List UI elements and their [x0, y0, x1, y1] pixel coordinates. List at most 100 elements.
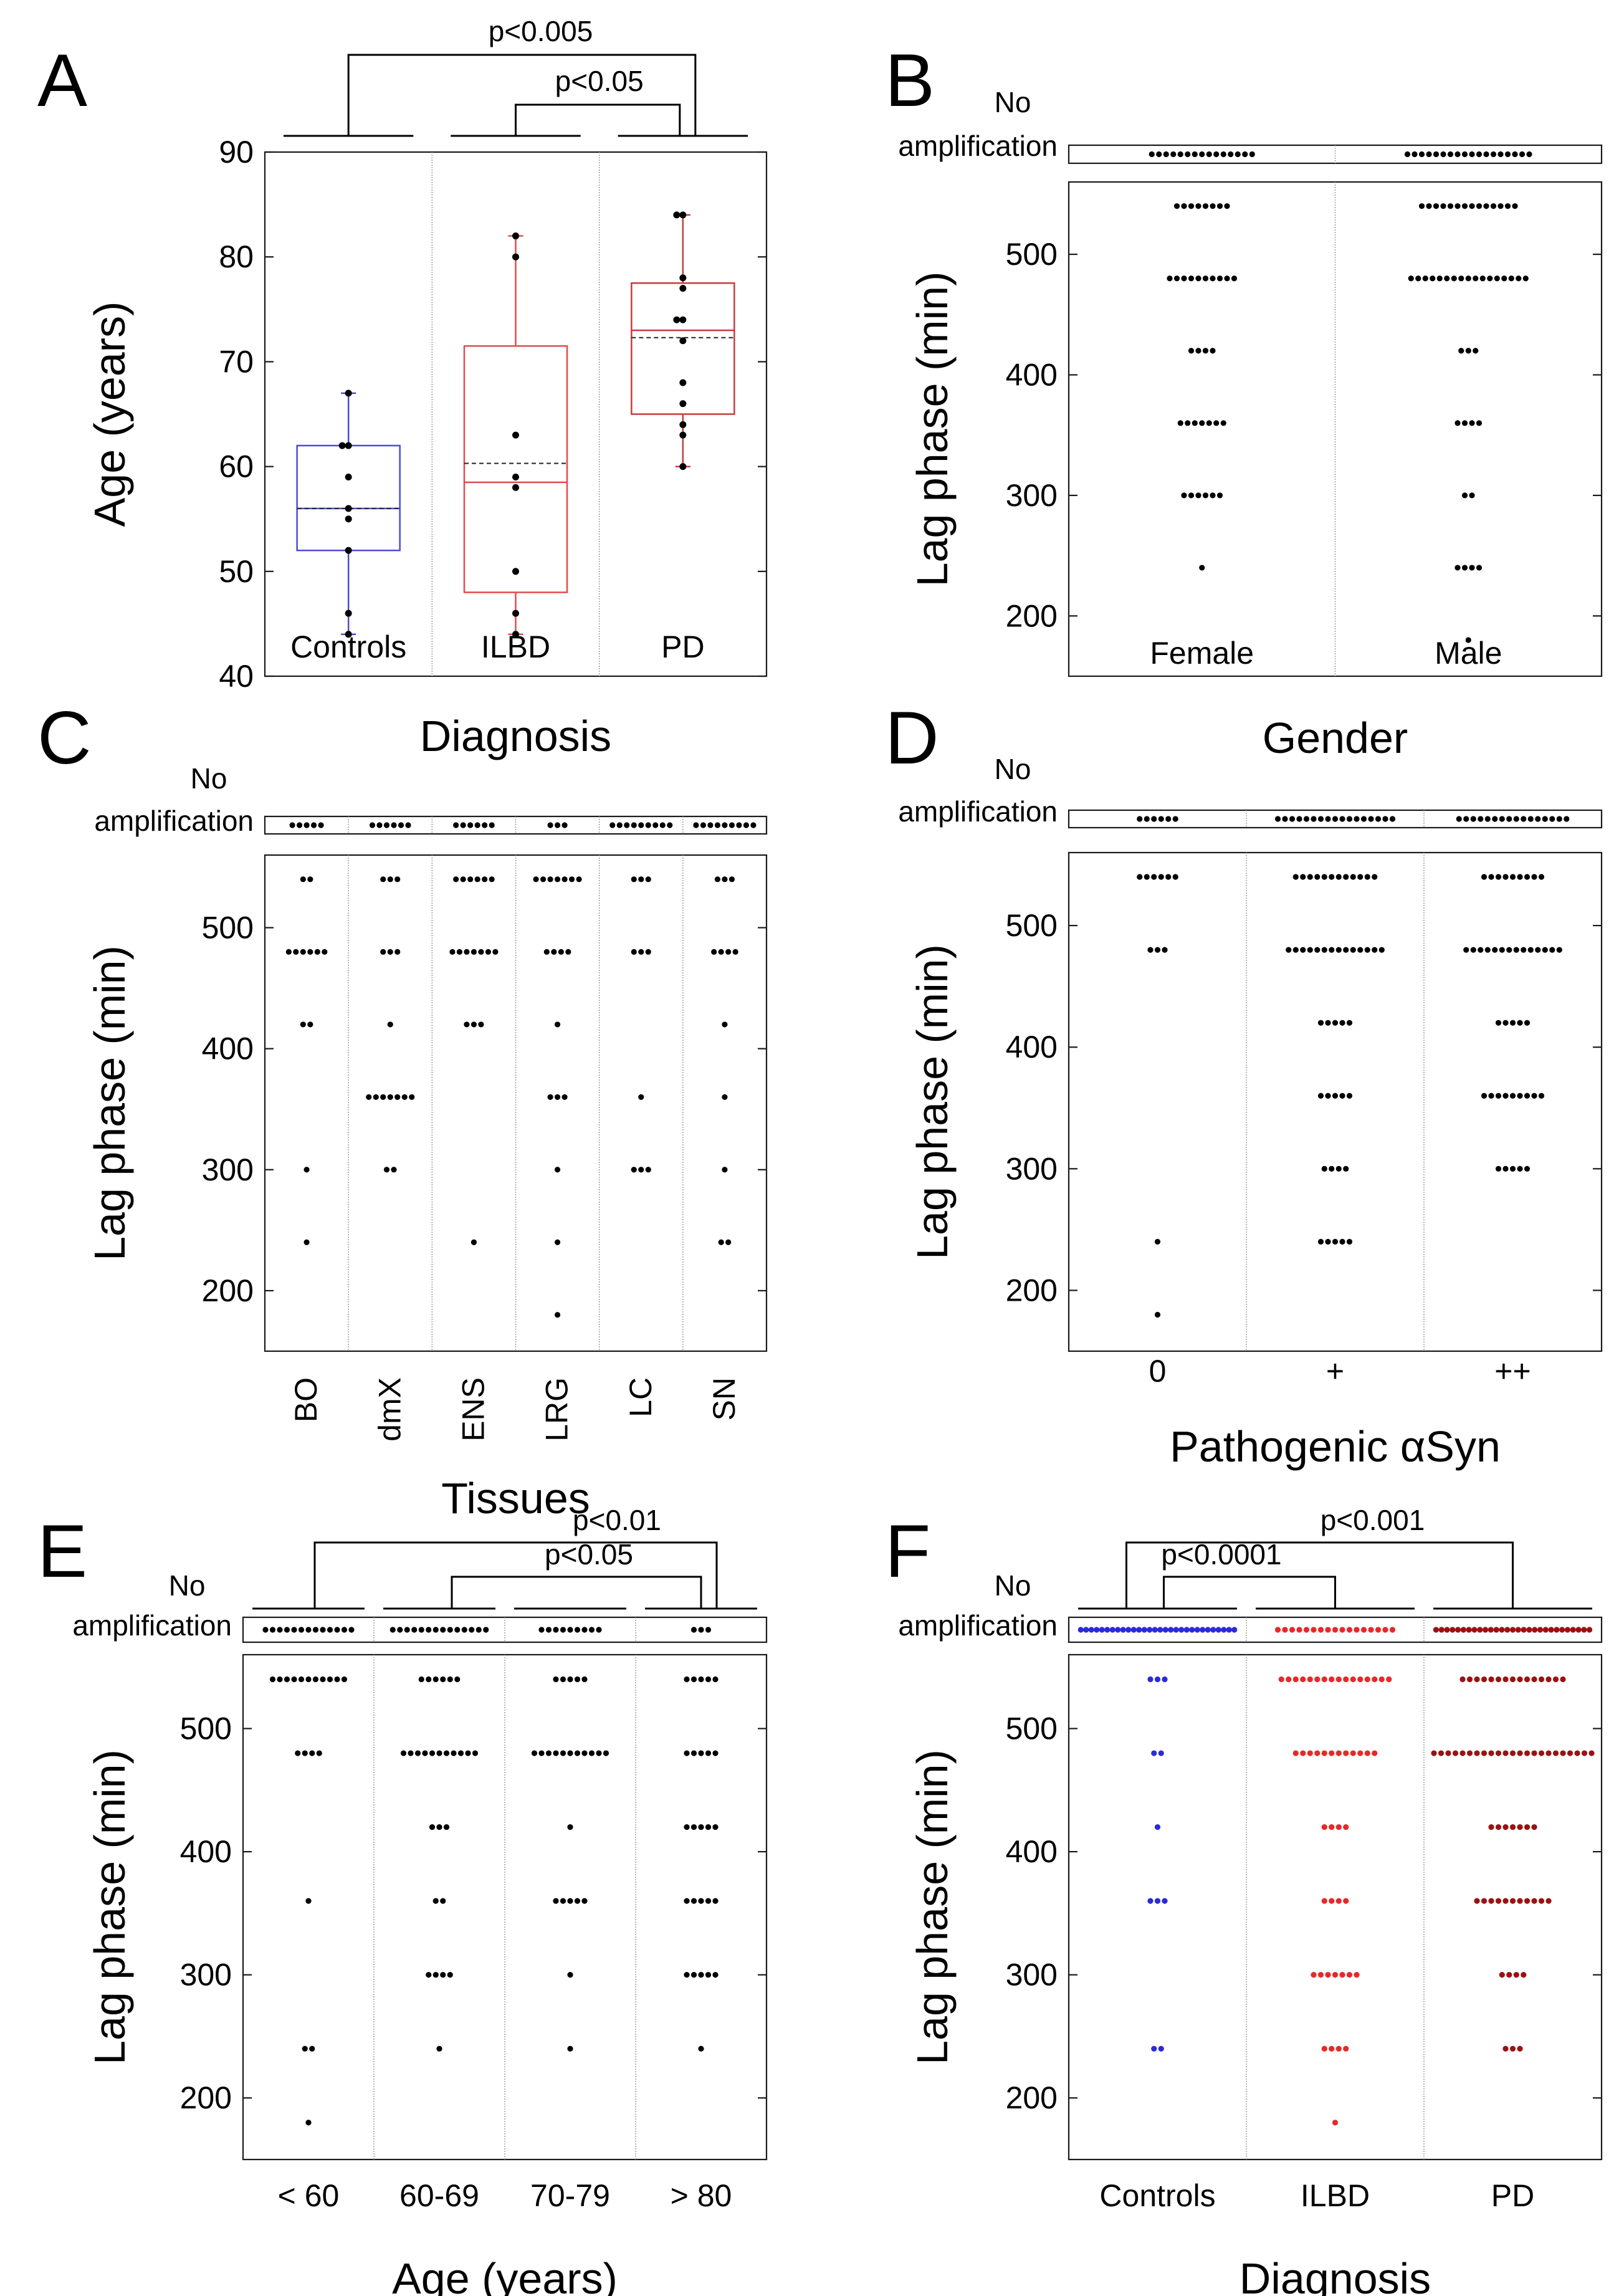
data-point — [409, 1094, 415, 1100]
data-point — [307, 1021, 313, 1028]
data-point — [690, 1898, 697, 1904]
data-point — [302, 1750, 308, 1756]
data-point — [561, 876, 568, 883]
data-point — [1454, 420, 1461, 426]
no-amplification-frame — [1068, 809, 1603, 829]
data-point — [300, 876, 306, 883]
data-point — [1220, 420, 1226, 426]
data-point — [1545, 1676, 1552, 1683]
data-point — [698, 1750, 704, 1756]
data-point — [1231, 275, 1238, 282]
data-point — [679, 463, 687, 471]
data-point — [698, 1898, 704, 1904]
data-point — [429, 1824, 436, 1830]
data-point — [1509, 1676, 1516, 1683]
data-point — [553, 1627, 559, 1633]
data-point — [1335, 947, 1342, 953]
data-point — [411, 1627, 418, 1633]
data-point — [464, 949, 470, 955]
data-point — [1502, 1165, 1509, 1172]
data-point — [1515, 1627, 1521, 1633]
data-point — [673, 316, 681, 323]
data-point — [1502, 2045, 1509, 2052]
data-point — [1450, 1627, 1456, 1633]
data-point — [418, 1627, 424, 1633]
data-point — [366, 1094, 372, 1100]
data-point — [1386, 1676, 1392, 1683]
data-point — [309, 1750, 315, 1756]
data-point — [1151, 2045, 1157, 2052]
data-point — [1444, 1627, 1450, 1633]
significance-bracket — [1125, 1541, 1514, 1609]
data-point — [1307, 1676, 1313, 1683]
data-point — [1300, 874, 1306, 880]
panel-letter: A — [37, 39, 87, 122]
data-point — [1335, 1898, 1342, 1904]
data-point — [531, 1750, 538, 1756]
data-point — [1154, 1898, 1161, 1904]
data-point — [269, 1627, 276, 1633]
data-point — [538, 1627, 545, 1633]
data-point — [1509, 1093, 1516, 1099]
y-tick-label: 200 — [1006, 2080, 1058, 2115]
data-point — [1311, 1972, 1317, 1978]
data-point — [295, 1750, 301, 1756]
x-tick-label: LC — [623, 1377, 658, 1417]
data-point — [443, 1750, 450, 1756]
data-point — [547, 822, 553, 828]
data-point — [1199, 565, 1205, 571]
data-point — [538, 1750, 545, 1756]
plot-frame — [1068, 851, 1603, 1352]
data-point — [341, 1676, 348, 1683]
data-point — [700, 822, 707, 828]
data-point — [1524, 1676, 1531, 1683]
panel-F: F 200 300 400 500 No amplification Lag phase (m… — [885, 1504, 1603, 2296]
data-point — [1404, 151, 1411, 158]
data-point — [1495, 1898, 1502, 1904]
data-point — [1202, 348, 1209, 354]
data-point — [1488, 1093, 1494, 1099]
data-point — [1226, 1627, 1232, 1633]
data-point — [1360, 1627, 1367, 1633]
series-Controls — [1077, 1627, 1238, 2052]
no-amplification-label: amplification — [898, 795, 1058, 828]
data-point — [1389, 1627, 1396, 1633]
data-point — [1162, 1898, 1168, 1904]
data-point — [1538, 1898, 1545, 1904]
data-point — [645, 822, 651, 828]
data-point — [1317, 1627, 1324, 1633]
data-point — [725, 949, 732, 955]
data-point — [705, 1824, 712, 1830]
data-point — [1501, 275, 1507, 282]
data-point — [1332, 1972, 1339, 1978]
data-point — [1317, 816, 1324, 822]
x-axis-label: Diagnosis — [1239, 2254, 1431, 2296]
data-point — [1343, 874, 1349, 880]
data-point — [1426, 151, 1432, 158]
data-point — [1332, 1627, 1339, 1633]
data-point — [1199, 151, 1205, 158]
data-point — [1188, 348, 1195, 354]
data-point — [1494, 275, 1500, 282]
data-point — [705, 1676, 712, 1683]
data-point — [1474, 1750, 1480, 1756]
data-point — [1548, 1627, 1554, 1633]
data-point — [1224, 275, 1230, 282]
data-point — [447, 1627, 453, 1633]
data-point — [1517, 874, 1523, 880]
data-point — [1144, 874, 1150, 880]
data-point — [1286, 947, 1292, 953]
series-ILBD — [1274, 1627, 1396, 2126]
data-point — [1481, 1898, 1488, 1904]
data-point — [1509, 1627, 1516, 1633]
data-point — [447, 1676, 453, 1683]
data-point — [1559, 1627, 1565, 1633]
data-point — [1451, 275, 1457, 282]
data-point — [1538, 1676, 1545, 1683]
data-point — [1531, 1676, 1537, 1683]
data-point — [554, 1239, 561, 1245]
data-point — [467, 822, 474, 828]
data-point — [1303, 816, 1310, 822]
data-point — [467, 876, 474, 883]
data-point — [1430, 275, 1436, 282]
